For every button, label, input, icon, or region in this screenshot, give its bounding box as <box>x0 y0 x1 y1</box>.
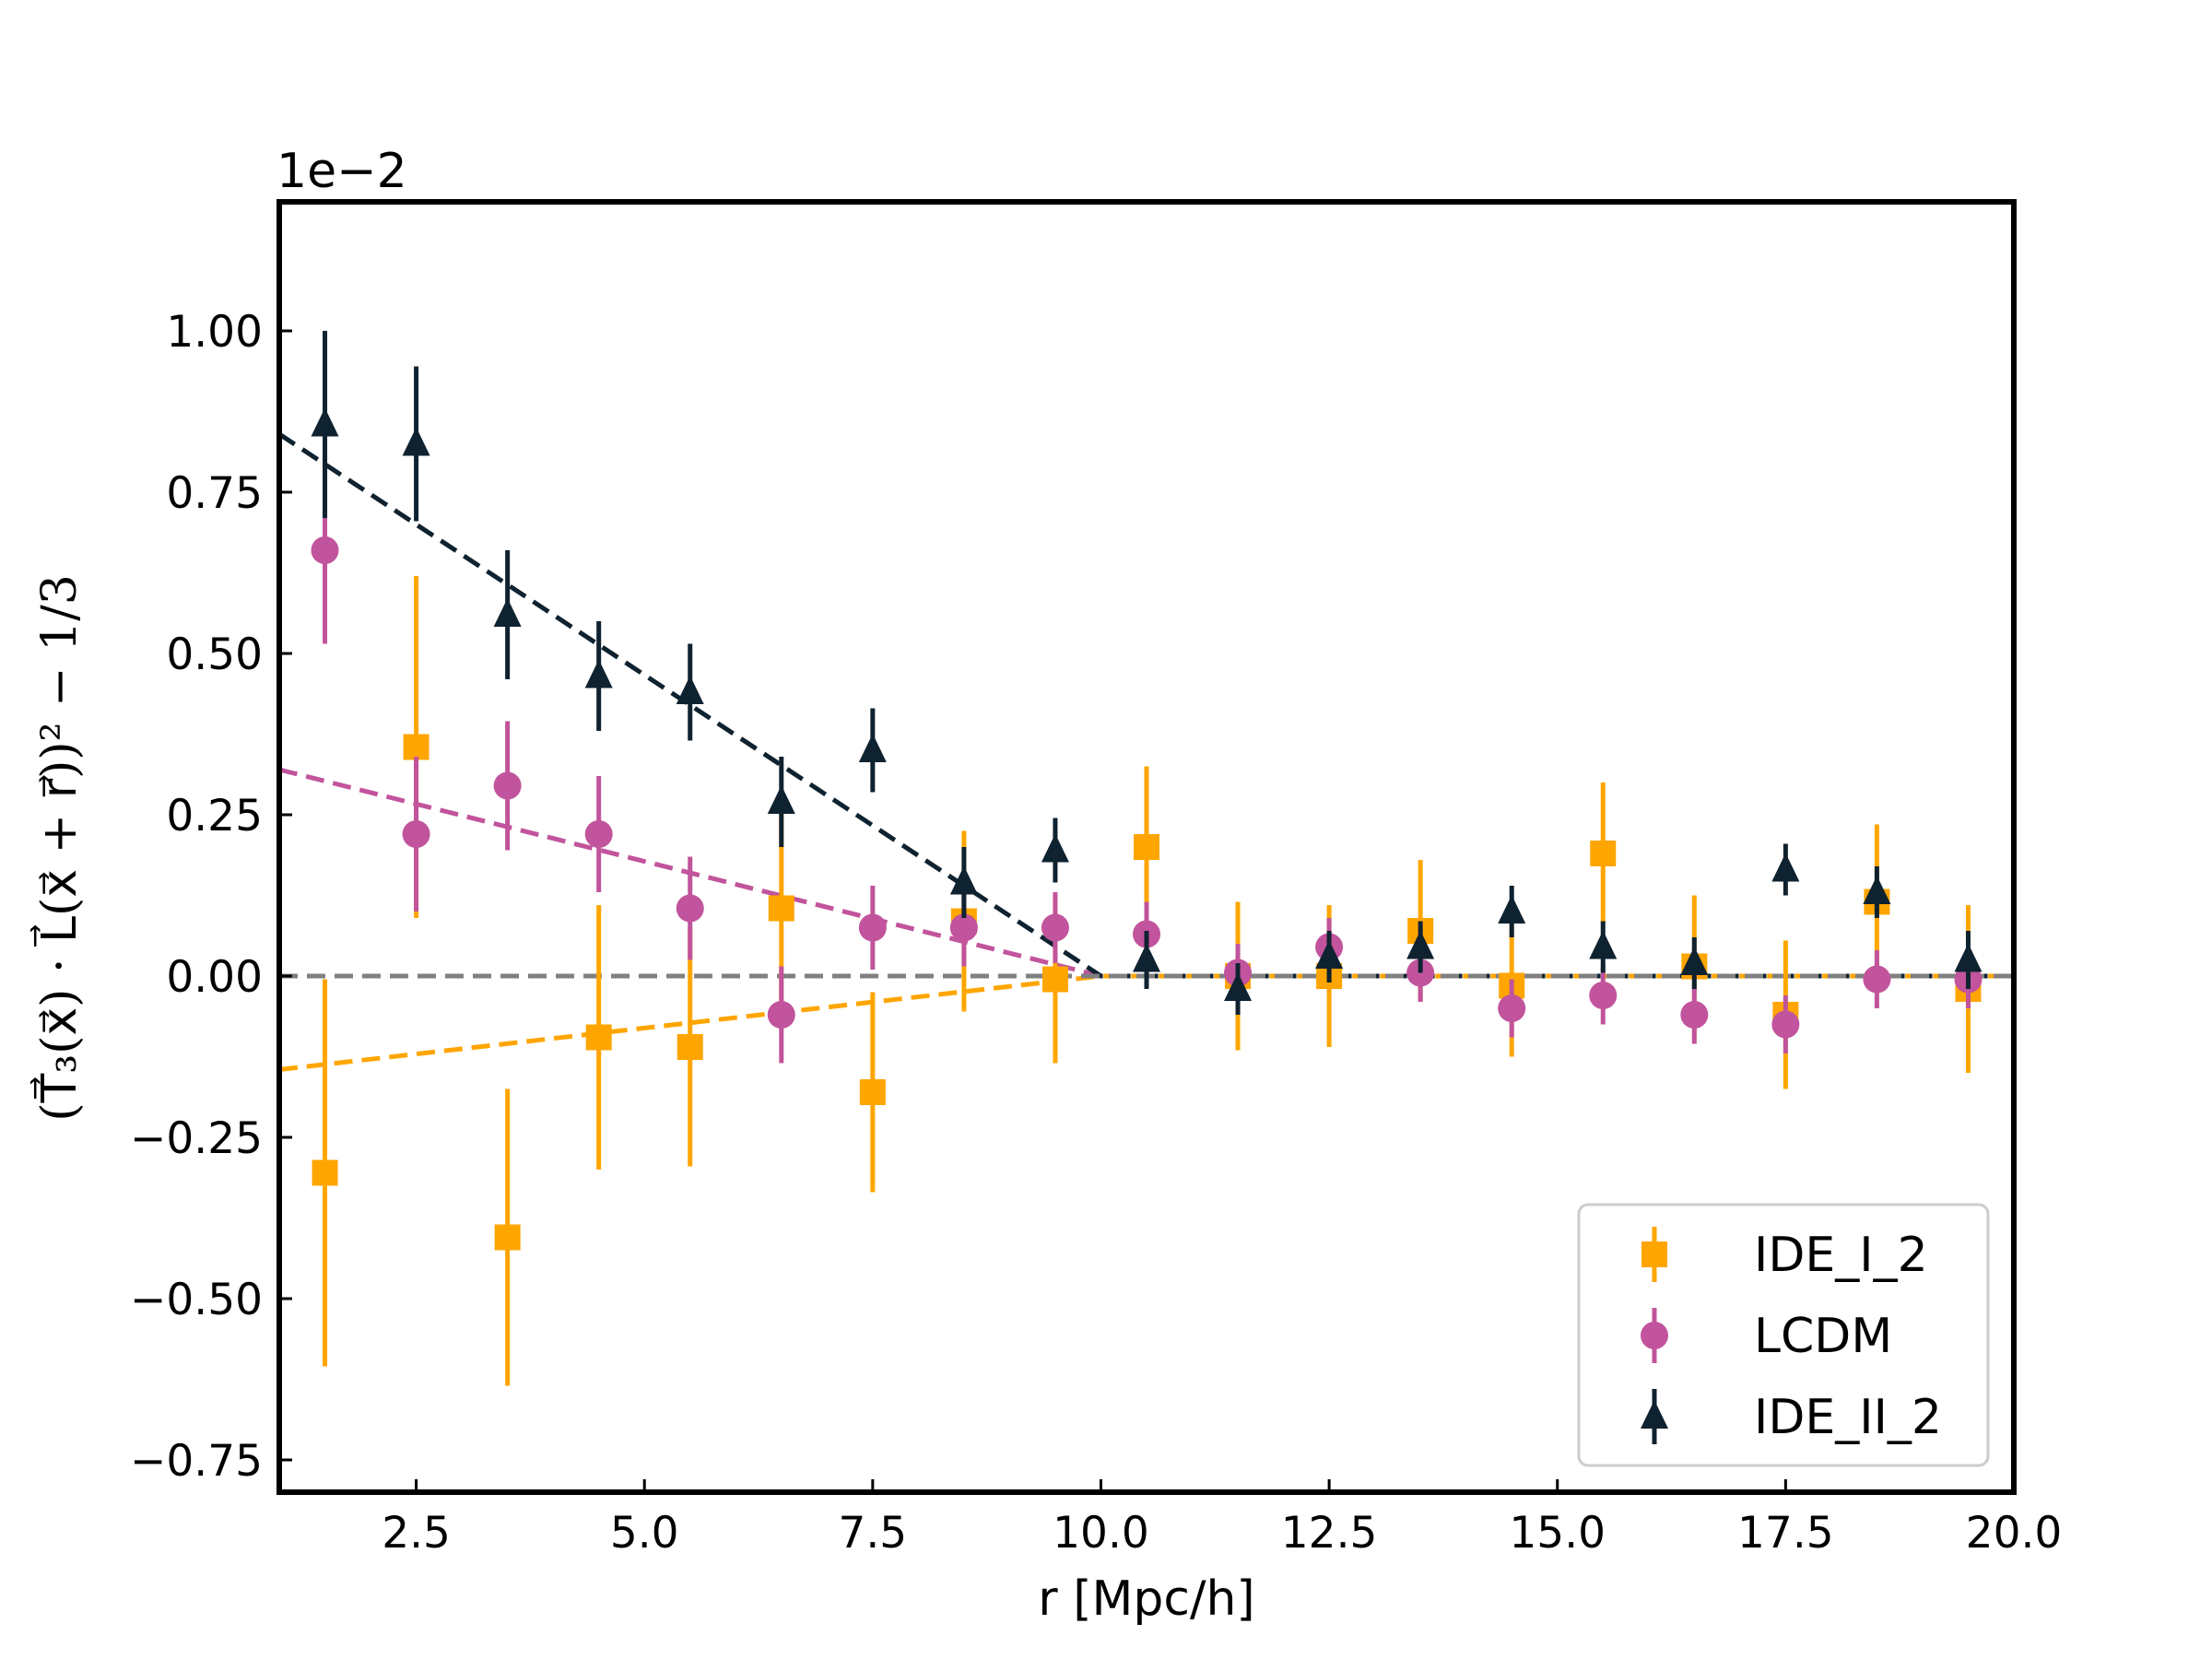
lcdm-point <box>1589 982 1618 1009</box>
ticks: 2.5 5.0 7.5 10.0 12.5 15.0 17.5 20.0 −0.75 −0.50 −… <box>130 307 2062 1559</box>
y-offset-label: 1e−2 <box>276 144 407 199</box>
ide-i-2-point <box>312 1159 338 1186</box>
ide-ii-2-point <box>493 598 522 627</box>
legend-lcdm-label: LCDM <box>1754 1309 1892 1364</box>
lcdm-point <box>1041 913 1069 942</box>
ide-ii-2-point <box>402 427 430 456</box>
ide-ii-2-point <box>1771 853 1800 882</box>
x-tick-label: 5.0 <box>610 1508 679 1559</box>
x-tick-label: 10.0 <box>1053 1508 1149 1559</box>
ide-ii-2-point <box>1680 947 1709 975</box>
x-tick-label: 15.0 <box>1509 1508 1606 1559</box>
ide-i-2-point <box>859 1079 886 1105</box>
legend-ide-i-2-marker <box>1641 1241 1667 1267</box>
ide-i-2-point <box>768 895 794 922</box>
x-tick-label: 12.5 <box>1281 1508 1378 1559</box>
lcdm-point <box>858 913 887 942</box>
y-axis-label: (T⃗₃(x⃗) · L⃗(x⃗ + r⃗))² − 1/3 <box>30 574 88 1122</box>
x-tick-label: 2.5 <box>382 1508 451 1559</box>
ide-ii-2-point <box>1133 943 1160 972</box>
lcdm-point <box>1771 1010 1800 1039</box>
ide-ii-2-point <box>1041 833 1069 863</box>
x-axis-label: r [Mpc/h] <box>1038 1571 1254 1627</box>
lcdm-point <box>1498 994 1526 1022</box>
legend-ide-i-2-label: IDE_I_2 <box>1754 1228 1928 1283</box>
ide-ii-2-point <box>676 676 704 704</box>
ide-ii-2-point <box>1315 940 1344 969</box>
y-tick-label: 0.50 <box>166 629 263 680</box>
y-tick-label: −0.75 <box>130 1436 263 1487</box>
ide-i-2-point <box>494 1224 521 1251</box>
ide-ii-2-point <box>584 659 613 688</box>
legend-box <box>1577 1203 1990 1467</box>
ide-ii-2-point <box>1498 895 1526 924</box>
y-tick-label: 0.75 <box>166 468 263 519</box>
x-tick-label: 17.5 <box>1737 1508 1834 1559</box>
lcdm-point <box>1680 1001 1709 1029</box>
y-tick-label: 0.00 <box>166 952 263 1003</box>
lcdm-point <box>1863 965 1891 994</box>
ide-ii-2-point <box>858 734 887 762</box>
lcdm-point <box>676 894 704 923</box>
y-tick-label: −0.50 <box>130 1275 263 1325</box>
ide-i-2-point <box>677 1034 703 1060</box>
data-points <box>311 331 1983 1386</box>
ide-i-2-point <box>585 1024 612 1051</box>
x-tick-label: 20.0 <box>1966 1508 2063 1559</box>
y-tick-label: 1.00 <box>166 307 263 358</box>
lcdm-point <box>493 771 522 800</box>
ide-i-2-point <box>1590 841 1617 866</box>
y-tick-label: −0.25 <box>130 1113 263 1164</box>
legend-lcdm-marker <box>1641 1322 1668 1349</box>
lcdm-point <box>949 913 978 942</box>
ide-ii-2-point <box>949 865 978 895</box>
lcdm-point <box>767 1001 795 1029</box>
y-tick-label: 0.25 <box>166 791 263 841</box>
ide-ii-2-point <box>311 407 339 437</box>
legend: IDE_I_2 LCDM IDE_II_2 <box>1577 1203 1990 1467</box>
plot-frame <box>276 199 2017 1495</box>
legend-ide-ii-2-marker <box>1641 1400 1668 1429</box>
ide-ii-2-point <box>1863 876 1891 904</box>
legend-ide-ii-2-label: IDE_II_2 <box>1754 1390 1942 1445</box>
ide-ii-2-point <box>1589 930 1618 959</box>
x-tick-label: 7.5 <box>838 1508 907 1559</box>
ide-ii-2-point <box>767 785 795 814</box>
ide-i-2-point <box>1134 834 1159 860</box>
ide-ii-2-point <box>1406 930 1435 959</box>
ide-ii-2-fit-line <box>277 431 2014 979</box>
ide-i-2-point <box>1041 966 1068 993</box>
lcdm-point <box>584 820 613 848</box>
lcdm-point <box>402 820 430 848</box>
lcdm-point <box>311 536 339 564</box>
ide-ii-2-point <box>1954 943 1983 972</box>
ide-ii-2-point <box>1224 972 1253 1001</box>
ide-i-2-point <box>403 734 429 760</box>
